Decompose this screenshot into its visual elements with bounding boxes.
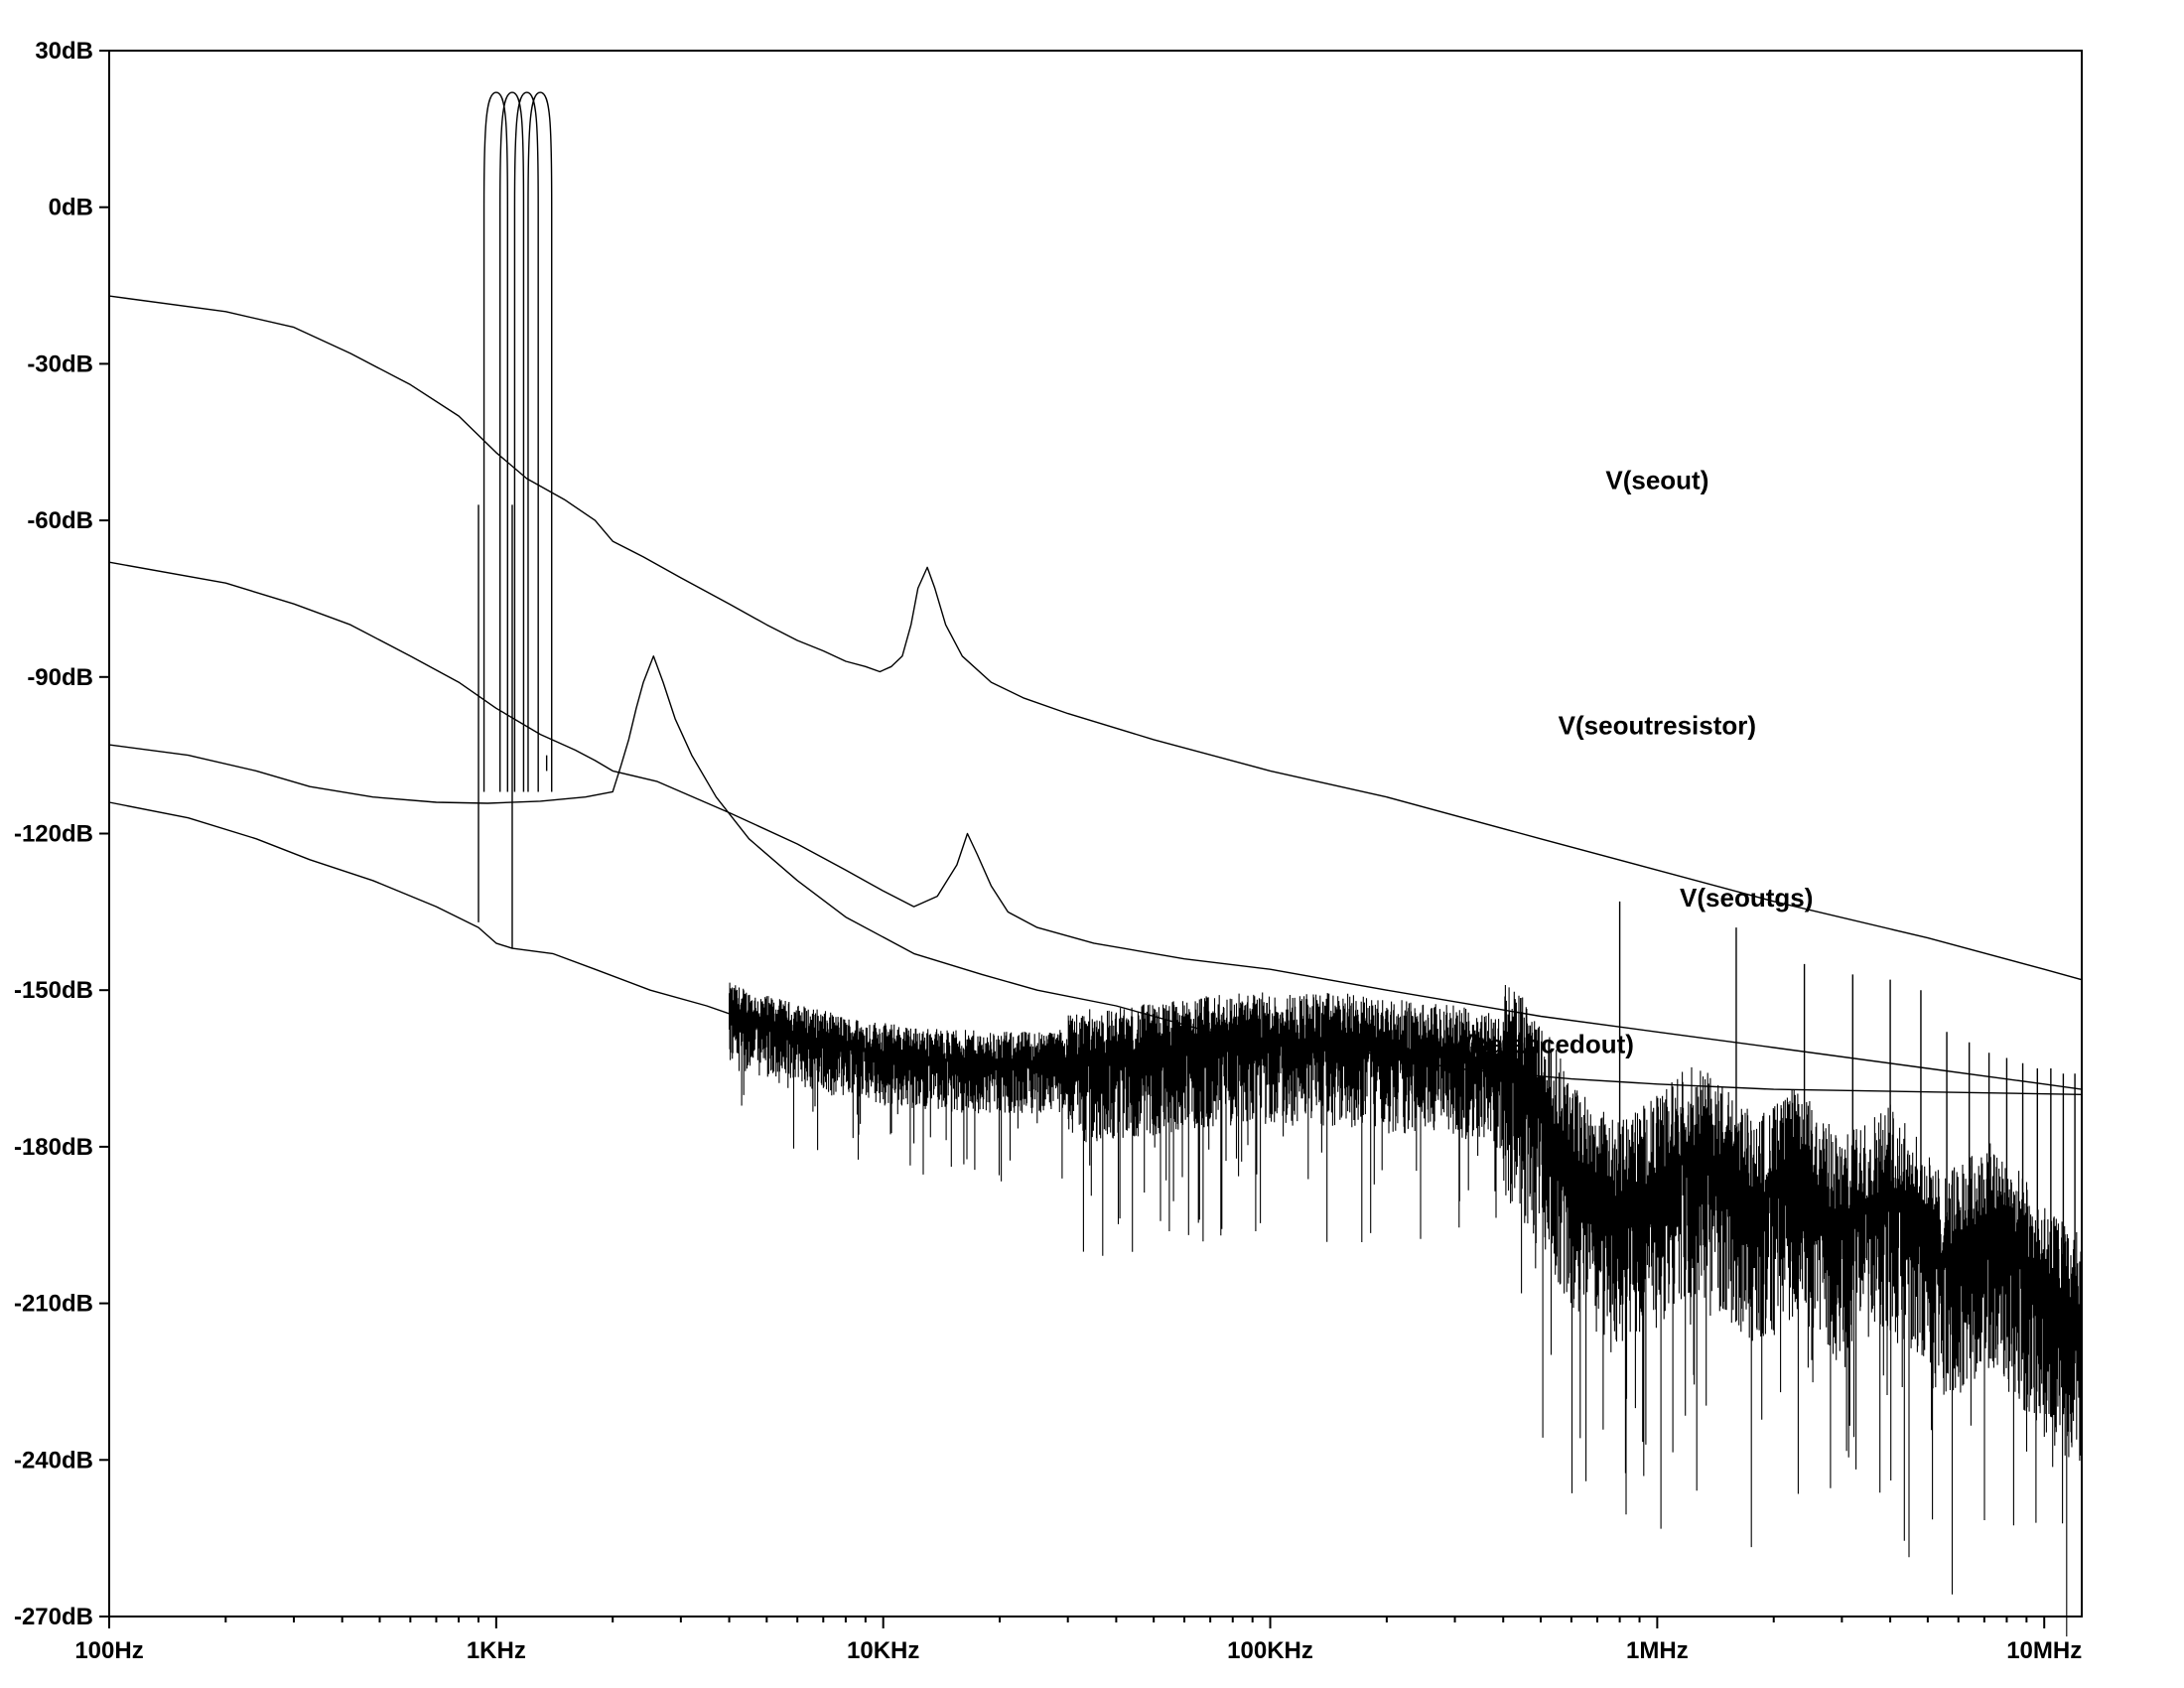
- y-tick-label: 0dB: [49, 195, 93, 221]
- pulse-burst: [527, 91, 553, 792]
- x-tick-label: 1MHz: [1626, 1637, 1689, 1664]
- pulse-burst: [498, 91, 525, 792]
- plot-frame: [108, 50, 2083, 1618]
- y-tick-label: -60dB: [27, 507, 93, 534]
- pulse-burst: [482, 91, 508, 792]
- x-tick-label: 100KHz: [1227, 1637, 1313, 1664]
- y-tick-label: -120dB: [14, 821, 93, 848]
- series-label-v-seout: V(seout): [1605, 466, 1708, 495]
- y-tick-label: -90dB: [27, 664, 93, 691]
- pulse-burst: [513, 91, 539, 792]
- y-tick-label: -240dB: [14, 1447, 93, 1474]
- y-tick-label: -180dB: [14, 1134, 93, 1161]
- y-tick-label: -210dB: [14, 1291, 93, 1318]
- series-label-v-balancedout: V(balancedout): [1447, 1029, 1634, 1058]
- y-tick-label: -30dB: [27, 351, 93, 377]
- series-label-v-seoutgs: V(seoutgs): [1680, 883, 1813, 913]
- x-tick-label: 1KHz: [467, 1637, 526, 1664]
- x-tick-label: 10MHz: [2006, 1637, 2082, 1664]
- x-tick-label: 100Hz: [74, 1637, 143, 1664]
- spike-group: [1618, 901, 2076, 1350]
- series-labels-group: V(seout) V(seoutresistor) V(seoutgs) V(bala…: [1447, 466, 1813, 1059]
- noise-band-group: [729, 982, 2083, 1637]
- y-tick-label: -150dB: [14, 977, 93, 1004]
- trace-v-seout: [108, 295, 2083, 981]
- y-tick-label: 30dB: [35, 38, 93, 65]
- trace-v-seoutresistor: [108, 561, 2083, 1090]
- y-tick-label: -270dB: [14, 1604, 93, 1630]
- axes-group: 30dB 0dB -30dB -60dB -90dB -120dB -150dB -180dB…: [14, 38, 2083, 1664]
- noise-band-balancedout: [729, 982, 2083, 1637]
- series-label-v-seoutresistor: V(seoutresistor): [1559, 711, 1756, 741]
- x-tick-label: 10KHz: [847, 1637, 919, 1664]
